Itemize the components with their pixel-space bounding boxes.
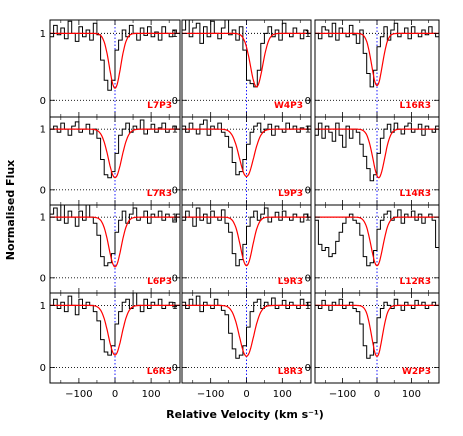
model-fit-curve [50, 216, 180, 268]
y-tick-label: 1 [40, 29, 46, 40]
model-fit-curve [50, 32, 180, 89]
y-tick-label: 0 [172, 363, 178, 374]
model-fit-curve [50, 128, 180, 179]
observed-flux-histogram [50, 205, 180, 267]
y-tick-label: 1 [305, 29, 311, 40]
observed-flux-histogram [50, 293, 180, 356]
model-fit-curve [315, 216, 439, 267]
model-fit-curve [315, 304, 439, 357]
x-tick-label: 0 [243, 389, 249, 400]
x-tick-label: 0 [112, 389, 118, 400]
y-tick-label: 0 [305, 96, 311, 107]
model-fit-curve [315, 128, 439, 179]
panel-label: L9R3 [278, 277, 303, 287]
y-tick-label: 0 [305, 363, 311, 374]
y-tick-label: 1 [172, 301, 178, 312]
y-tick-label: 0 [40, 185, 46, 196]
observed-flux-histogram [315, 209, 439, 267]
panel-label: L6R3 [147, 367, 172, 377]
spectrum-panel-l6r3: 0 1 −100 0 100 L6R3 [40, 292, 181, 400]
y-tick-label: 1 [172, 29, 178, 40]
spectrum-panel-w2p3: 0 1 −100 0 100 W2P3 [305, 292, 440, 400]
model-fit-curve [182, 216, 311, 267]
y-tick-label: 1 [172, 125, 178, 136]
x-axis-title: Relative Velocity (km s⁻¹) [166, 408, 324, 421]
y-tick-label: 1 [305, 301, 311, 312]
spectrum-panel-l6p3: 0 1 L6P3 [40, 204, 181, 294]
y-tick-label: 1 [40, 125, 46, 136]
spectrum-panel-l9p3: 0 1 L9P3 [172, 116, 312, 206]
spectrum-panel-l14r3: 0 1 L14R3 [305, 116, 440, 206]
model-fit-curve [315, 32, 439, 87]
observed-flux-histogram [182, 20, 311, 88]
panel-label: L7R3 [147, 189, 172, 199]
x-tick-label: 100 [273, 389, 292, 400]
x-tick-label: −100 [65, 389, 92, 400]
y-tick-label: 0 [172, 96, 178, 107]
x-tick-label: 100 [402, 389, 421, 400]
panel-label: L16R3 [400, 101, 431, 111]
panel-label: L12R3 [400, 277, 431, 287]
model-fit-curve [50, 304, 180, 356]
y-tick-label: 0 [172, 185, 178, 196]
panel-label: L14R3 [400, 189, 431, 199]
panel-label: L8R3 [278, 367, 303, 377]
y-tick-label: 0 [305, 273, 311, 284]
y-tick-label: 0 [40, 273, 46, 284]
y-tick-label: 1 [40, 301, 46, 312]
spectrum-panel-w4p3: 0 1 W4P3 [172, 19, 312, 118]
x-tick-label: −100 [329, 389, 356, 400]
spectrum-panel-l7p3: 0 1 L7P3 [40, 19, 181, 118]
spectrum-panel-l9r3: 0 1 L9R3 [172, 204, 312, 294]
y-tick-label: 1 [305, 213, 311, 224]
x-tick-label: 0 [374, 389, 380, 400]
y-tick-label: 1 [172, 213, 178, 224]
spectrum-panel-l7r3: 0 1 L7R3 [40, 116, 181, 206]
axis-labels: Relative Velocity (km s⁻¹) Normalised Fl… [4, 160, 324, 421]
model-fit-curve [182, 32, 311, 88]
spectrum-panel-l8r3: 0 1 −100 0 100 L8R3 [172, 292, 312, 400]
x-tick-label: −100 [197, 389, 224, 400]
panel-label: L7P3 [147, 101, 172, 111]
y-tick-label: 0 [305, 185, 311, 196]
observed-flux-histogram [182, 295, 311, 359]
observed-flux-histogram [315, 122, 439, 182]
observed-flux-histogram [182, 119, 311, 176]
y-tick-label: 0 [172, 273, 178, 284]
model-fit-curve [182, 128, 311, 178]
y-axis-title: Normalised Flux [4, 160, 17, 261]
x-tick-label: 100 [142, 389, 161, 400]
panel-label: L6P3 [147, 277, 172, 287]
y-tick-label: 0 [40, 96, 46, 107]
y-tick-label: 0 [40, 363, 46, 374]
y-tick-label: 1 [305, 125, 311, 136]
spectrum-panel-l16r3: 0 1 L16R3 [305, 19, 440, 118]
panel-label: W4P3 [274, 101, 303, 111]
panel-label: L9P3 [278, 189, 303, 199]
y-tick-label: 1 [40, 213, 46, 224]
model-fit-curve [182, 304, 311, 357]
observed-flux-histogram [50, 119, 180, 179]
panel-label: W2P3 [402, 367, 431, 377]
spectrum-panel-l12r3: 0 1 L12R3 [305, 204, 440, 294]
